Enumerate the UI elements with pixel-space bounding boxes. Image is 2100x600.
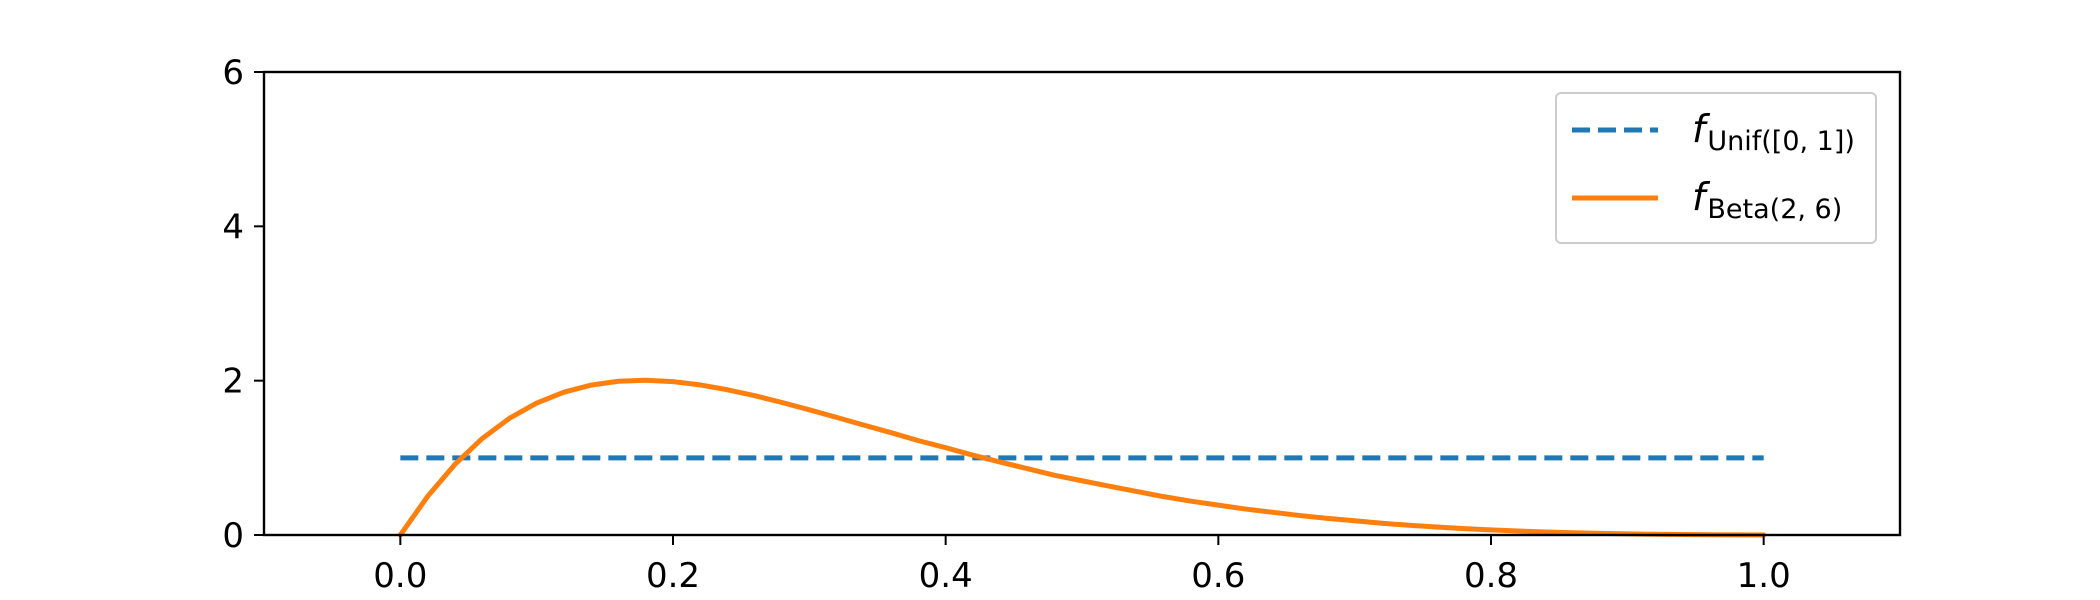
legend-label: fUnif([0, 1]) [1692,107,1855,157]
x-axis: 0.0 0.2 0.4 0.6 0.8 1.0 [373,535,1791,596]
legend: fUnif([0, 1])fBeta(2, 6) [1555,92,1877,244]
series-line-2 [397,377,1767,538]
y-tick-label: 2 [222,362,244,402]
legend-label-subscript: Unif([0, 1]) [1707,126,1855,157]
x-tick-label: 0.2 [646,556,700,596]
legend-label-subscript: Beta(2, 6) [1707,194,1842,225]
x-tick-label: 0.4 [919,556,973,596]
y-tick-label: 4 [222,207,244,247]
x-tick-label: 1.0 [1737,556,1791,596]
x-tick-label: 0.0 [373,556,427,596]
y-tick-label: 0 [222,516,244,556]
x-tick-label: 0.8 [1464,556,1518,596]
legend-item-1: fUnif([0, 1]) [1572,107,1855,157]
series-layer [397,377,1767,538]
axes-frame [262,70,1902,537]
plot-area [262,70,1902,538]
legend-items: fUnif([0, 1])fBeta(2, 6) [1572,107,1855,225]
y-axis: 0 2 4 6 [222,53,264,556]
x-tick-label: 0.6 [1191,556,1245,596]
y-tick-label: 6 [222,53,244,93]
